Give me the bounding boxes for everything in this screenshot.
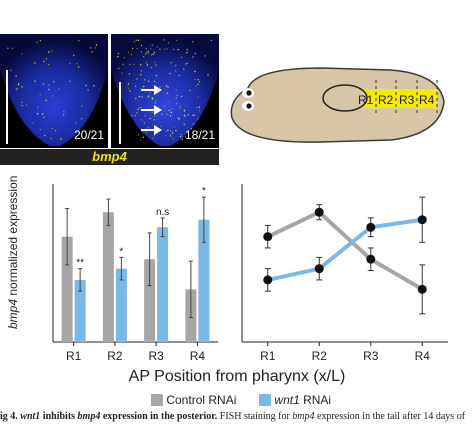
data-point — [263, 275, 273, 285]
data-point — [314, 207, 324, 217]
significance-label: * — [119, 246, 123, 257]
region-label-r3: R3 — [399, 93, 415, 107]
series-line — [267, 217, 423, 282]
wnt1-image — [111, 34, 219, 148]
legend-swatch-control — [151, 394, 163, 406]
control-count: 20/21 — [74, 128, 105, 142]
data-point — [263, 232, 273, 242]
wnt1-image-title: wnt1 RNAi — [133, 20, 190, 34]
legend-label-control: Control RNAi — [166, 393, 237, 407]
bar — [198, 219, 210, 342]
significance-label: ** — [76, 258, 84, 269]
significance-label: * — [202, 186, 206, 197]
planarian-schematic: R1 R2 R3 R4 — [230, 67, 445, 143]
significance-label: n.s — [156, 207, 169, 218]
x-tick-label: R2 — [312, 349, 328, 363]
arrow-icon — [141, 85, 162, 95]
wnt1-count: 18/21 — [185, 128, 216, 142]
region-label-r4: R4 — [419, 93, 435, 107]
wnt1-tail-tissue — [111, 34, 219, 146]
pharynx — [322, 84, 368, 112]
gene-label-bar: bmp4 — [0, 149, 219, 165]
legend-label-wnt1: wnt1 RNAi — [274, 393, 332, 407]
microscopy-panels — [0, 34, 219, 148]
charts: R1 ** R2 * R3 n.s R4 * R1 R2 R3 R4 — [52, 184, 448, 363]
data-point — [314, 264, 324, 274]
data-point — [366, 222, 376, 232]
bar — [144, 259, 156, 342]
x-tick-label: R3 — [363, 349, 379, 363]
figure-caption: ig 4. wnt1 inhibits bmp4 expression in t… — [0, 411, 466, 422]
control-image — [0, 34, 108, 148]
x-tick-label: R1 — [260, 349, 276, 363]
legend: Control RNAi wnt1 RNAi — [151, 393, 331, 407]
legend-swatch-wnt1 — [259, 394, 272, 406]
eye-icon — [242, 88, 254, 98]
x-tick-label: R4 — [415, 349, 431, 363]
bar — [74, 279, 86, 342]
bar — [102, 212, 114, 342]
x-tick-label: R4 — [190, 349, 206, 363]
data-point — [417, 284, 427, 294]
region-label-r2: R2 — [378, 93, 394, 107]
x-tick-label: R1 — [66, 349, 82, 363]
arrow-icon — [141, 125, 162, 135]
bar-chart: R1 ** R2 * R3 n.s R4 * — [52, 184, 218, 363]
x-axis-label: AP Position from pharynx (x/L) — [128, 368, 346, 385]
x-tick-label: R3 — [148, 349, 164, 363]
region-label-r1: R1 — [358, 93, 374, 107]
data-point — [366, 254, 376, 264]
bar — [157, 227, 169, 342]
eye-icon — [242, 101, 254, 111]
bar — [115, 268, 127, 342]
x-tick-label: R2 — [107, 349, 123, 363]
control-tail-tissue — [0, 34, 108, 146]
series-line — [266, 209, 424, 292]
bar — [61, 236, 73, 342]
line-chart: R1 R2 R3 R4 — [241, 184, 448, 363]
arrow-icon — [141, 105, 162, 115]
control-signal-dots — [7, 40, 98, 140]
data-point — [417, 215, 427, 225]
control-image-title: Control RNAi — [18, 20, 89, 34]
